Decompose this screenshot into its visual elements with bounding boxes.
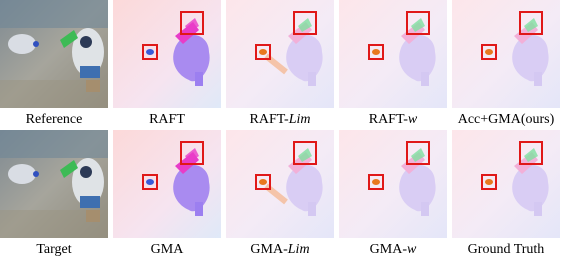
scene-dot [33,41,39,47]
flow-foot [421,202,429,216]
caption-text: Target [36,242,71,257]
scene-robot-eye [80,36,92,48]
scene-sky [0,0,108,28]
flow-spot [485,179,493,185]
panel: RAFT [113,0,221,127]
panel: Acc+GMA(ours) [452,0,560,127]
flow-foot [195,202,203,216]
caption-text: Ground Truth [468,242,545,257]
scene-creature [8,34,36,54]
caption: RAFT [149,112,185,127]
caption-text: GMA- [250,242,288,257]
caption-text: RAFT- [369,112,409,127]
caption: Acc+GMA(ours) [458,112,555,127]
scene-dot [33,171,39,177]
scene-creature [8,164,36,184]
caption: Ground Truth [468,242,545,257]
panel: Ground Truth [452,130,560,257]
caption-text: GMA [151,242,185,257]
flow-spot [372,179,380,185]
flow-spot [259,49,267,55]
flow-foot [421,72,429,86]
flow-foot [308,72,316,86]
caption: Reference [26,112,83,127]
caption-text: Reference [26,112,83,127]
caption: RAFT-Lim [250,112,311,127]
caption: GMA-w [370,242,417,257]
flow-spot [372,49,380,55]
flow-foot [534,202,542,216]
caption: Target [36,242,71,257]
scene-robot-eye [80,166,92,178]
panel: GMA-w [339,130,447,257]
caption: GMA-Lim [250,242,309,257]
flow-foot [534,72,542,86]
caption: GMA [151,242,185,257]
panel: RAFT-w [339,0,447,127]
scene-ground [0,210,108,238]
flow-spot [146,179,154,185]
caption-text: GMA- [370,242,408,257]
caption-text: RAFT [149,112,185,127]
panel: RAFT-Lim [226,0,334,127]
flow-foot [308,202,316,216]
scene-robot-base [80,196,100,208]
flow-foot [195,72,203,86]
caption-italic: w [408,112,418,127]
panel: Target [0,130,108,257]
flow-spot [485,49,493,55]
caption-text: RAFT- [250,112,290,127]
figure: ReferenceRAFTRAFT-LimRAFT-wAcc+GMA(ours)… [0,0,561,264]
panel: Reference [0,0,108,127]
panel: GMA [113,130,221,257]
caption-italic: w [407,242,417,257]
scene-ground [0,80,108,108]
caption-italic: Lim [287,242,310,257]
panel: GMA-Lim [226,130,334,257]
flow-spot [146,49,154,55]
caption: RAFT-w [369,112,418,127]
scene-robot-base [80,66,100,78]
caption-text: Acc+GMA(ours) [458,112,555,127]
caption-italic: Lim [288,112,311,127]
flow-spot [259,179,267,185]
scene-sky [0,130,108,158]
